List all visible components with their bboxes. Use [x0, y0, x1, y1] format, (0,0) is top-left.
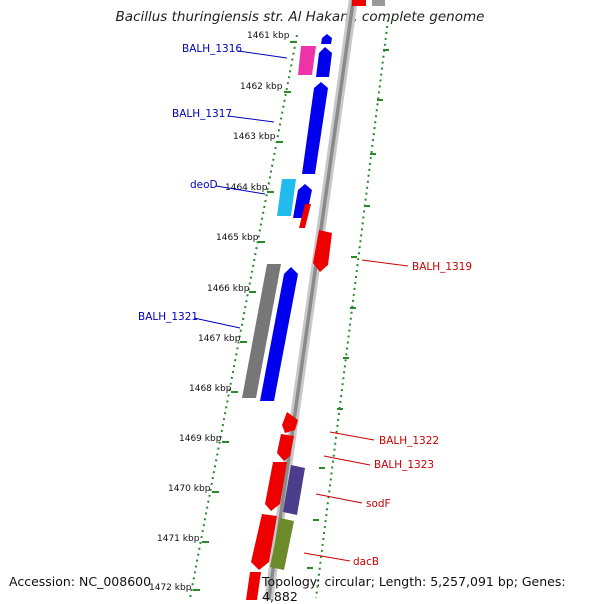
outer-ruler [307, 19, 389, 599]
gene-balh-1316-blue[interactable] [321, 34, 332, 44]
gene-deoD-blue[interactable] [293, 184, 312, 218]
ruler-label: 1464 kbp [225, 183, 268, 193]
gene-balh-1322[interactable] [282, 412, 298, 433]
gene-label-balh-1323[interactable]: BALH_1323 [374, 459, 434, 471]
gene-red-1[interactable] [299, 204, 311, 228]
gene-balh-1323[interactable] [277, 434, 294, 461]
gene-dacB-olive[interactable] [270, 518, 294, 570]
gene-balh-1319[interactable] [313, 230, 332, 272]
gene-label-deoD[interactable]: deoD [190, 179, 218, 191]
accession-text: Accession: NC_008600 [9, 574, 152, 589]
gene-sodF-purple[interactable] [283, 465, 305, 515]
gene-balh-1317[interactable] [302, 82, 328, 174]
gene-balh-1321-gray[interactable] [242, 264, 281, 398]
forward-genes [242, 34, 332, 401]
ruler-label: 1461 kbp [247, 31, 290, 41]
gene-label-balh-1319[interactable]: BALH_1319 [412, 261, 472, 273]
map-title: Bacillus thuringiensis str. Al Hakam, co… [115, 9, 485, 25]
gene-deoD-cyan[interactable] [277, 179, 296, 216]
reverse-genes [246, 204, 332, 600]
gene-labels-left: BALH_1316 BALH_1317 deoD BALH_1321 [138, 43, 242, 323]
gene-label-sodF[interactable]: sodF [366, 498, 391, 510]
gene-sodF-red[interactable] [265, 462, 287, 511]
gene-label-dacB[interactable]: dacB [353, 556, 379, 568]
gene-red-bottom[interactable] [246, 572, 261, 600]
top-red-gene [352, 0, 366, 6]
ruler-label: 1465 kbp [216, 233, 259, 243]
inner-ruler: 1461 kbp 1462 kbp 1463 kbp 1464 kbp 1465… [149, 31, 298, 599]
ruler-label: 1466 kbp [207, 284, 250, 294]
gene-label-balh-1322[interactable]: BALH_1322 [379, 435, 439, 447]
ruler-label: 1467 kbp [198, 334, 241, 344]
gene-balh-1316-magenta[interactable] [298, 46, 316, 75]
ruler-label: 1472 kbp [149, 583, 192, 593]
gene-balh-1321-blue[interactable] [260, 267, 298, 401]
ruler-label: 1468 kbp [189, 384, 232, 394]
gene-balh-1316-blue-2[interactable] [316, 47, 332, 77]
gene-label-balh-1317[interactable]: BALH_1317 [172, 108, 232, 120]
ruler-label: 1469 kbp [179, 434, 222, 444]
gene-labels-right: BALH_1319 BALH_1322 BALH_1323 sodF dacB [353, 261, 472, 568]
gene-label-balh-1321[interactable]: BALH_1321 [138, 311, 198, 323]
ruler-label: 1470 kbp [168, 484, 211, 494]
label-leaders [193, 50, 409, 562]
ruler-label: 1463 kbp [233, 132, 276, 142]
gene-label-balh-1316[interactable]: BALH_1316 [182, 43, 242, 55]
top-gray-gene [372, 0, 385, 6]
ruler-label: 1471 kbp [157, 534, 200, 544]
gene-dacB-red[interactable] [251, 514, 277, 570]
ruler-label: 1462 kbp [240, 82, 283, 92]
